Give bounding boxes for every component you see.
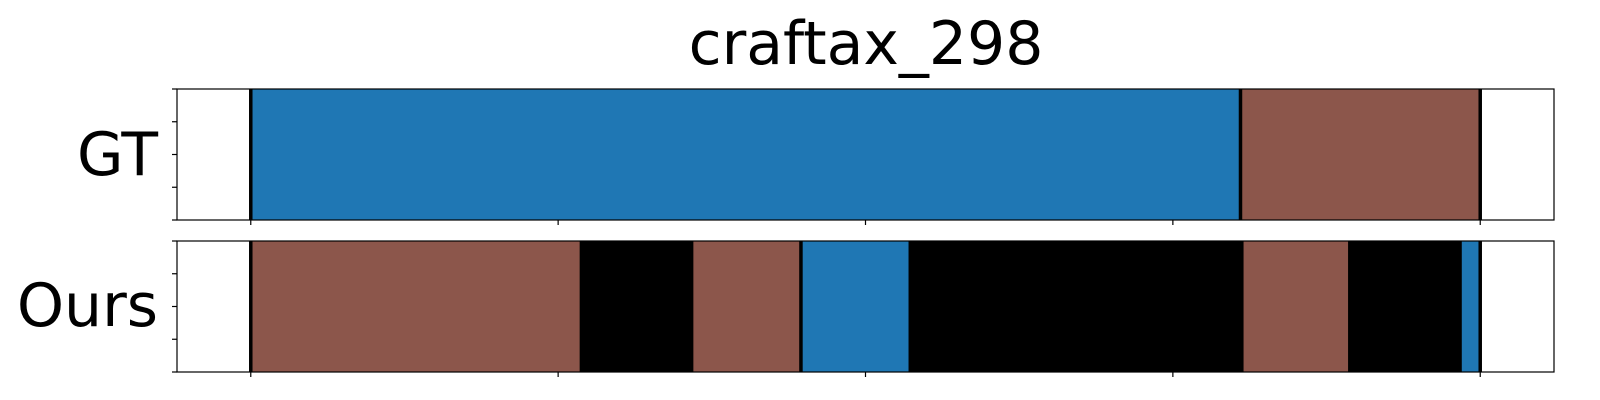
segment-ours-2 bbox=[693, 241, 802, 372]
row-gt-axes-frame bbox=[176, 88, 1555, 221]
row-ours-yticks bbox=[172, 240, 177, 373]
segment-gt-0 bbox=[250, 89, 1242, 220]
row-ours-segments bbox=[250, 241, 1481, 372]
row-ours-axes-frame bbox=[176, 240, 1555, 373]
row-gt-yticks bbox=[172, 88, 177, 221]
segment-ours-0 bbox=[250, 241, 581, 372]
segment-ours-6 bbox=[1348, 241, 1463, 372]
segment-ours-1 bbox=[579, 241, 694, 372]
row-ours-boundaries bbox=[249, 241, 1482, 372]
row-label-gt: GT bbox=[77, 120, 158, 190]
row-ours-xticks bbox=[250, 372, 1481, 377]
chart-title: craftax_298 bbox=[689, 9, 1044, 79]
row-label-ours: Ours bbox=[17, 271, 158, 341]
row-gt-boundaries bbox=[249, 89, 1482, 220]
segment-gt-1 bbox=[1240, 89, 1481, 220]
segment-ours-5 bbox=[1243, 241, 1349, 372]
segment-ours-4 bbox=[908, 241, 1245, 372]
row-gt-xticks bbox=[250, 220, 1481, 225]
row-gt: GT bbox=[77, 88, 1555, 225]
segment-ours-7 bbox=[1461, 241, 1481, 372]
row-gt-segments bbox=[250, 89, 1481, 220]
segment-ours-3 bbox=[800, 241, 910, 372]
row-ours: Ours bbox=[17, 240, 1555, 377]
